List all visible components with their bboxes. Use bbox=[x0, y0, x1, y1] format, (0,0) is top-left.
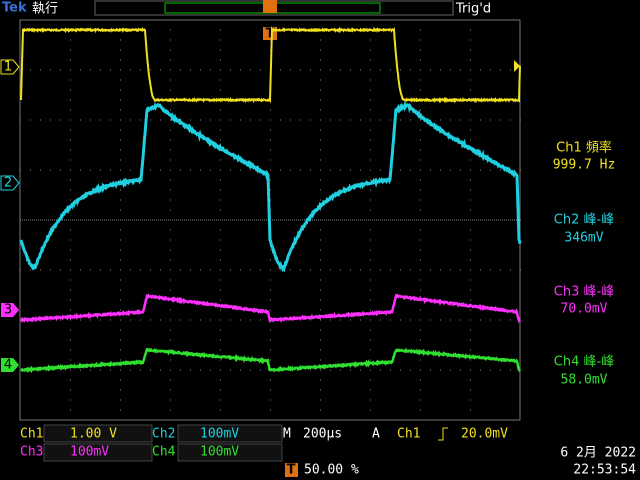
trigger-source: Ch1 bbox=[397, 427, 420, 442]
ch1-marker: 1 bbox=[4, 60, 12, 75]
ch2-label: Ch2 bbox=[152, 427, 175, 442]
ch4-setting-box bbox=[177, 443, 283, 462]
run-status: 執行 bbox=[32, 1, 58, 17]
ch4-scale: 100mV bbox=[200, 445, 239, 460]
measurement-value: 999.7 Hz bbox=[553, 158, 616, 173]
ch4-marker-box bbox=[1, 358, 19, 372]
ch1-scale: 1.00 V bbox=[70, 427, 117, 442]
graticule-border bbox=[19, 19, 521, 421]
trigger-state: Trig'd bbox=[455, 2, 491, 17]
trigger-level-marker bbox=[514, 60, 520, 72]
measurement-label: Ch3 峰-峰 bbox=[554, 285, 614, 300]
ch3-marker-box bbox=[1, 303, 19, 317]
ch2-waveform bbox=[19, 100, 522, 273]
ch2-marker: 2 bbox=[4, 176, 12, 191]
ch4-label: Ch4 bbox=[152, 445, 176, 460]
trigger-position-icon bbox=[263, 0, 277, 13]
ch3-marker: 3 bbox=[4, 303, 12, 318]
brand: Tek bbox=[2, 1, 27, 16]
timebase-label: M bbox=[283, 427, 291, 442]
trigger-marker: T bbox=[266, 27, 275, 42]
ch3-setting-box bbox=[43, 443, 153, 462]
measurement-label: Ch1 頻率 bbox=[556, 140, 612, 156]
ch3-waveform bbox=[20, 293, 521, 324]
trigger-position-box bbox=[285, 463, 298, 477]
ch1-waveform bbox=[20, 26, 521, 104]
measurement-label: Ch2 峰-峰 bbox=[554, 213, 614, 228]
measurement-value: 58.0mV bbox=[561, 373, 608, 388]
ch1-setting-box bbox=[43, 424, 153, 443]
trigger-position: 50.00 % bbox=[304, 463, 359, 478]
trigger-slope-icon bbox=[438, 427, 448, 441]
measurement-value: 346mV bbox=[564, 231, 603, 246]
trigger-level: 20.0mV bbox=[461, 427, 508, 442]
measurement-value: 70.0mV bbox=[561, 302, 608, 317]
ch1-label: Ch1 bbox=[20, 427, 43, 442]
ch4-waveform bbox=[20, 347, 521, 374]
trigger-mode: A bbox=[372, 427, 380, 442]
date: 6 2月 2022 bbox=[560, 446, 636, 461]
timebase-value: 200µs bbox=[303, 427, 342, 442]
ch3-label: Ch3 bbox=[20, 445, 43, 460]
trigger-position-marker: T bbox=[287, 463, 296, 478]
ch3-scale: 100mV bbox=[70, 445, 109, 460]
ch2-setting-box bbox=[177, 424, 283, 443]
time: 22:53:54 bbox=[573, 463, 636, 478]
ch2-marker-box bbox=[0, 175, 20, 191]
waveforms bbox=[19, 26, 522, 374]
ch2-scale: 100mV bbox=[200, 427, 239, 442]
measurement-label: Ch4 峰-峰 bbox=[554, 355, 614, 370]
ch1-marker-box bbox=[0, 59, 20, 75]
ch4-marker: 4 bbox=[4, 358, 12, 373]
